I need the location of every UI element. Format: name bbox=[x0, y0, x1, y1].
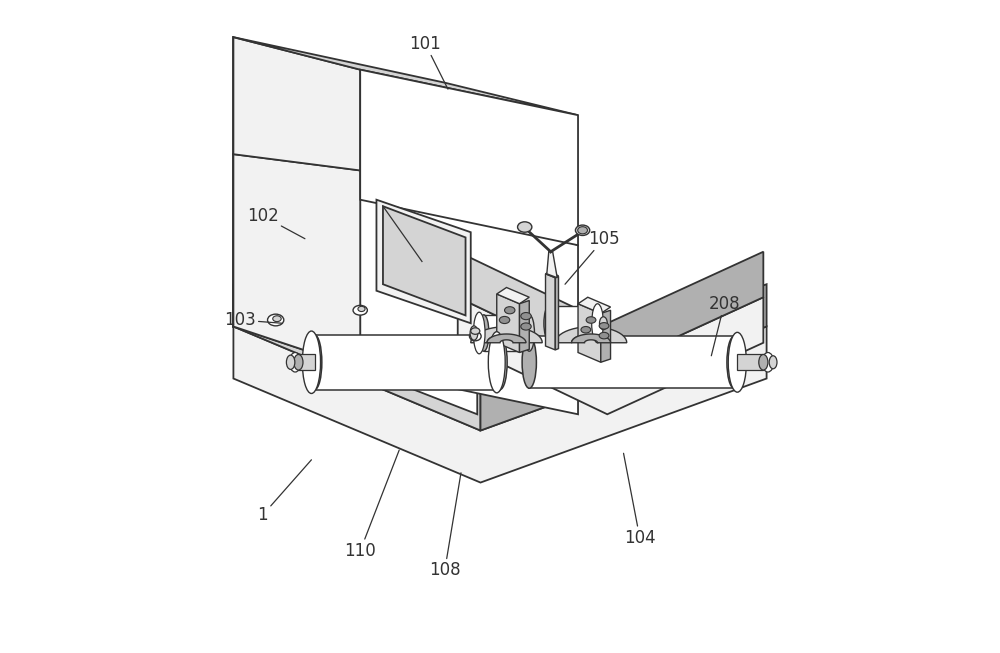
Polygon shape bbox=[458, 297, 763, 414]
Polygon shape bbox=[360, 170, 477, 414]
Polygon shape bbox=[555, 326, 627, 343]
Polygon shape bbox=[547, 251, 557, 278]
Ellipse shape bbox=[505, 307, 515, 314]
Polygon shape bbox=[572, 334, 611, 343]
Polygon shape bbox=[360, 170, 578, 414]
Ellipse shape bbox=[518, 222, 532, 232]
Ellipse shape bbox=[759, 355, 768, 370]
Ellipse shape bbox=[589, 306, 599, 340]
Ellipse shape bbox=[479, 315, 489, 351]
Text: 102: 102 bbox=[247, 207, 305, 239]
Ellipse shape bbox=[762, 353, 774, 372]
Polygon shape bbox=[737, 355, 763, 370]
Polygon shape bbox=[315, 335, 500, 390]
Polygon shape bbox=[233, 284, 480, 430]
Polygon shape bbox=[383, 206, 466, 315]
Ellipse shape bbox=[728, 332, 746, 392]
Polygon shape bbox=[471, 326, 542, 343]
Ellipse shape bbox=[581, 326, 591, 333]
Polygon shape bbox=[607, 251, 763, 369]
Text: 104: 104 bbox=[624, 453, 656, 547]
Polygon shape bbox=[298, 355, 315, 370]
Ellipse shape bbox=[471, 328, 480, 334]
Polygon shape bbox=[520, 300, 529, 353]
Polygon shape bbox=[546, 272, 559, 278]
Ellipse shape bbox=[268, 314, 284, 326]
Polygon shape bbox=[233, 154, 360, 369]
Ellipse shape bbox=[286, 355, 295, 370]
Polygon shape bbox=[529, 336, 734, 389]
Ellipse shape bbox=[289, 353, 301, 372]
Ellipse shape bbox=[575, 225, 590, 236]
Text: 105: 105 bbox=[565, 230, 620, 284]
Polygon shape bbox=[487, 334, 526, 343]
Ellipse shape bbox=[473, 312, 485, 354]
Ellipse shape bbox=[599, 323, 609, 329]
Polygon shape bbox=[578, 304, 601, 362]
Ellipse shape bbox=[599, 317, 607, 330]
Ellipse shape bbox=[308, 335, 322, 390]
Polygon shape bbox=[376, 200, 471, 323]
Polygon shape bbox=[233, 37, 578, 115]
Polygon shape bbox=[480, 284, 767, 430]
Ellipse shape bbox=[353, 306, 367, 315]
Ellipse shape bbox=[578, 227, 587, 234]
Ellipse shape bbox=[499, 317, 510, 324]
Polygon shape bbox=[233, 326, 767, 483]
Polygon shape bbox=[233, 154, 360, 369]
Polygon shape bbox=[497, 294, 520, 353]
Ellipse shape bbox=[470, 326, 478, 340]
Ellipse shape bbox=[358, 306, 365, 311]
Ellipse shape bbox=[599, 332, 609, 339]
Text: 208: 208 bbox=[709, 295, 740, 356]
Polygon shape bbox=[546, 274, 555, 350]
Ellipse shape bbox=[522, 336, 536, 389]
Polygon shape bbox=[233, 37, 360, 170]
Ellipse shape bbox=[521, 323, 531, 330]
Ellipse shape bbox=[469, 332, 481, 341]
Ellipse shape bbox=[488, 332, 505, 393]
Text: 1: 1 bbox=[257, 460, 311, 524]
Ellipse shape bbox=[273, 316, 281, 322]
Ellipse shape bbox=[524, 315, 534, 351]
Ellipse shape bbox=[493, 335, 507, 390]
Polygon shape bbox=[601, 310, 611, 362]
Polygon shape bbox=[458, 251, 607, 369]
Ellipse shape bbox=[294, 355, 303, 370]
Polygon shape bbox=[484, 315, 529, 351]
Ellipse shape bbox=[769, 356, 777, 369]
Text: 108: 108 bbox=[429, 473, 461, 579]
Polygon shape bbox=[555, 276, 559, 350]
Polygon shape bbox=[497, 287, 529, 304]
Text: 103: 103 bbox=[224, 311, 282, 329]
Text: 110: 110 bbox=[344, 450, 399, 560]
Text: 101: 101 bbox=[409, 35, 448, 89]
Ellipse shape bbox=[727, 336, 741, 389]
Ellipse shape bbox=[302, 331, 321, 394]
Ellipse shape bbox=[544, 306, 554, 340]
Polygon shape bbox=[578, 297, 611, 313]
Polygon shape bbox=[549, 306, 594, 340]
Ellipse shape bbox=[521, 313, 531, 320]
Ellipse shape bbox=[592, 304, 603, 343]
Polygon shape bbox=[360, 70, 578, 246]
Ellipse shape bbox=[586, 317, 596, 323]
